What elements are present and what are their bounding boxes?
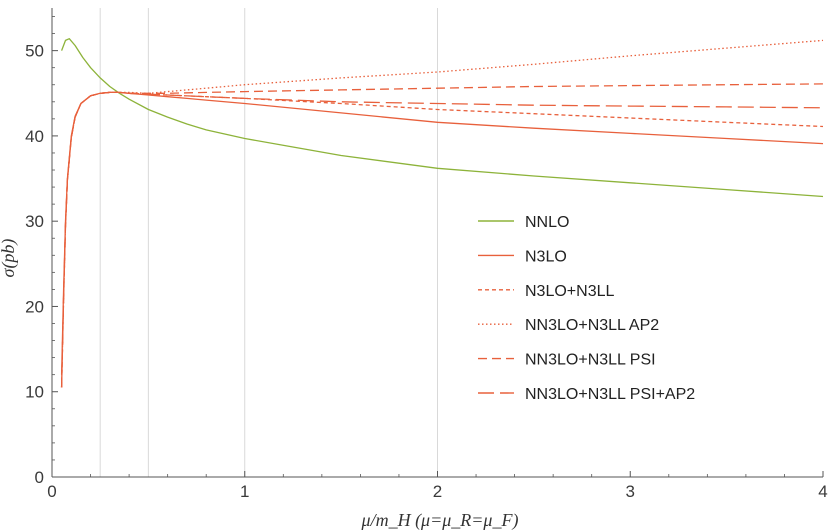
- legend-label-3: NN3LO+N3LL AP2: [525, 317, 659, 334]
- series-line-5: [60, 91, 824, 388]
- y-tick-label: 40: [25, 127, 44, 146]
- x-axis-title: μ/m_H (μ=μ_R=μ_F): [361, 510, 519, 531]
- x-tick-label: 1: [240, 482, 249, 501]
- x-tick-label: 3: [626, 482, 635, 501]
- x-tick-label: 4: [818, 482, 827, 501]
- y-tick-label: 20: [25, 297, 44, 316]
- series-lines: [60, 38, 824, 388]
- gridlines: [99, 8, 438, 477]
- x-tick-label: 0: [47, 482, 56, 501]
- y-tick-label: 0: [35, 468, 44, 487]
- legend: NNLO N3LO N3LO+N3LL NN3LO+N3LL AP2 NN3LO+N3L…: [478, 214, 695, 403]
- series-line-4: [60, 83, 824, 388]
- series-line-0: [60, 38, 824, 198]
- legend-label-1: N3LO: [525, 248, 567, 265]
- legend-label-2: N3LO+N3LL: [525, 283, 614, 300]
- y-axis-title: σ(pb): [0, 239, 19, 278]
- y-tick-label: 50: [25, 42, 44, 61]
- y-tick-label: 10: [25, 383, 44, 402]
- legend-label-0: NNLO: [525, 214, 569, 231]
- series-line-2: [60, 91, 824, 388]
- x-tick-label: 2: [433, 482, 442, 501]
- legend-label-5: NN3LO+N3LL PSI+AP2: [525, 386, 695, 403]
- series-line-1: [60, 91, 824, 375]
- y-tick-label: 30: [25, 212, 44, 231]
- legend-label-4: NN3LO+N3LL PSI: [525, 352, 656, 369]
